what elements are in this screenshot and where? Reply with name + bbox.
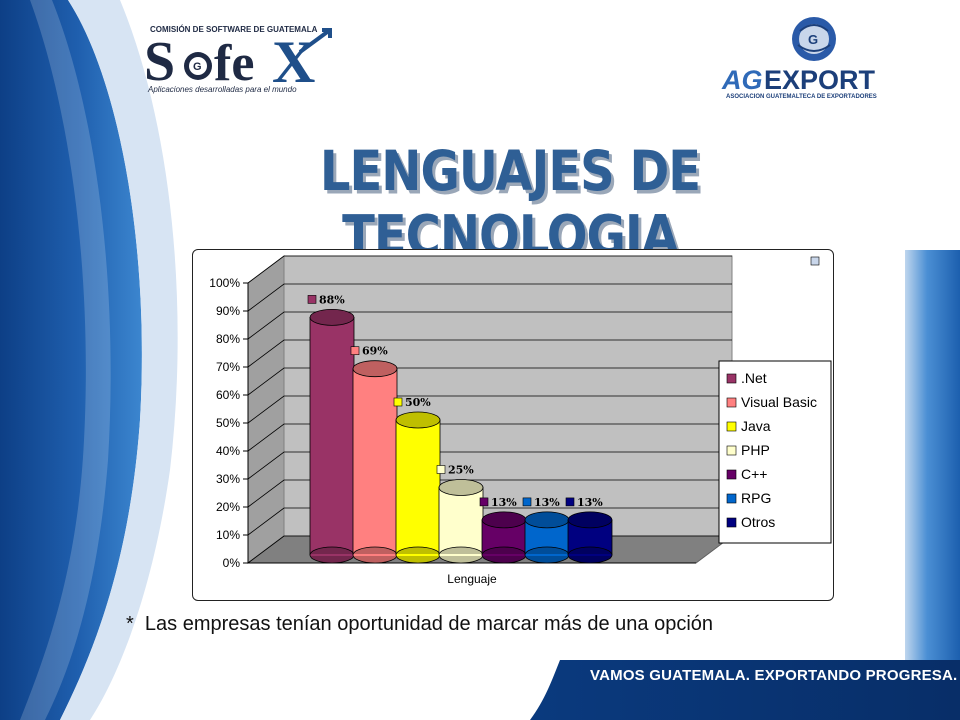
chart-bar-base-cover: [525, 554, 569, 556]
chart-bar: [438, 487, 484, 556]
sofex-logo-s: S: [144, 31, 175, 93]
chart-bar-base-cover: [396, 554, 440, 556]
slogan: VAMOS GUATEMALA. EXPORTANDO PROGRESA.: [590, 667, 958, 684]
chart-data-label-swatch: [350, 346, 360, 355]
sofex-logo: COMISIÓN DE SOFTWARE DE GUATEMALA S G fe…: [144, 25, 332, 95]
chart-bar-top: [309, 309, 355, 326]
chart-legend-swatch: [726, 517, 737, 528]
chart-legend-item: PHP: [741, 442, 770, 458]
chart-bar-base-cover: [310, 554, 354, 556]
chart-y-tick-label: 40%: [216, 444, 240, 458]
chart-legend-item: C++: [741, 466, 767, 482]
agexport-logo: G AG EXPORT ASOCIACION GUATEMALTECA DE E…: [721, 17, 877, 100]
chart-gridline: [247, 507, 732, 536]
chart-bar-base-cover: [353, 554, 397, 556]
sofex-logo-fe: fe: [214, 35, 254, 92]
chart-legend-swatch: [726, 445, 737, 456]
chart-legend-item: .Net: [741, 370, 767, 386]
chart-data-label: 13%: [577, 496, 603, 509]
agexport-logo-ag: AG: [721, 65, 763, 95]
chart-gridline: [247, 423, 732, 452]
chart-x-axis-label: Lenguaje: [447, 572, 497, 586]
left-swoosh-curve: [60, 0, 178, 720]
chart-marker-box: [810, 256, 820, 266]
bar-chart: 0% 10% 20% 30% 40% 50% 60% 70% 80% 90% 100% 88% 69% 5…: [209, 255, 832, 586]
chart-y-tick-label: 10%: [216, 528, 240, 542]
chart-bar: [309, 317, 355, 556]
chart-data-label: 13%: [534, 496, 560, 509]
chart-legend-item: Java: [741, 418, 771, 434]
chart-bar-top: [524, 511, 570, 529]
chart-data-label: 25%: [448, 464, 474, 477]
chart-data-label: 50%: [405, 396, 431, 409]
footnote: * Las empresas tenían oportunidad de mar…: [126, 613, 714, 635]
chart-gridline: [247, 339, 732, 368]
chart-bar: [352, 368, 398, 556]
chart-bar-top: [567, 511, 613, 529]
sofex-logo-x: X: [272, 29, 315, 95]
chart-y-tick-label: 60%: [216, 388, 240, 402]
chart-gridline: [247, 451, 732, 480]
chart-data-label-swatch: [393, 397, 403, 407]
chart-legend-swatch: [726, 421, 737, 432]
chart-data-label-swatch: [307, 295, 317, 304]
chart-y-tick-label: 100%: [209, 276, 240, 290]
svg-text:G: G: [808, 32, 818, 47]
chart-gridline: [247, 395, 732, 424]
chart-y-tick-label: 90%: [216, 304, 240, 318]
chart-gridline: [247, 479, 732, 508]
chart-data-label: 69%: [362, 345, 388, 358]
chart-gridline: [247, 283, 732, 312]
chart-bar-top: [352, 360, 398, 378]
chart-y-tick-label: 70%: [216, 360, 240, 374]
svg-text:G: G: [193, 61, 202, 73]
chart-legend-swatch: [726, 493, 737, 504]
chart-legend-swatch: [726, 397, 737, 408]
chart-gridline: [247, 367, 732, 396]
chart-bar-top: [481, 511, 527, 529]
left-swoosh: [0, 0, 142, 720]
chart-bar-base-cover: [568, 554, 612, 556]
chart-y-tick-label: 30%: [216, 472, 240, 486]
left-swoosh-highlight: [20, 0, 111, 720]
chart-bar-top: [438, 479, 484, 496]
chart-data-label-swatch: [436, 465, 446, 474]
chart-data-label-swatch: [479, 497, 489, 507]
chart-bar-top: [395, 411, 441, 429]
chart-bar-base-cover: [439, 554, 483, 556]
agexport-logo-export: EXPORT: [764, 65, 876, 95]
sofex-logo-top: COMISIÓN DE SOFTWARE DE GUATEMALA: [150, 25, 318, 34]
chart-y-tick-label: 80%: [216, 332, 240, 346]
chart-bar-base-cover: [482, 554, 526, 556]
chart-gridline: [247, 311, 732, 340]
chart-y-tick-label: 0%: [223, 556, 241, 570]
chart-data-label: 88%: [319, 293, 345, 306]
chart-legend-swatch: [726, 373, 737, 384]
chart-bar: [395, 419, 441, 556]
chart-data-label: 13%: [491, 496, 517, 509]
right-stripe: [905, 250, 960, 720]
chart-y-tick-label: 50%: [216, 416, 240, 430]
chart-data-label-swatch: [565, 497, 575, 507]
chart-legend-swatch: [726, 469, 737, 480]
sofex-logo-tagline: Aplicaciones desarrolladas para el mundo: [147, 85, 297, 94]
agexport-logo-tagline: ASOCIACION GUATEMALTECA DE EXPORTADORES: [726, 94, 877, 100]
chart-legend-item: Visual Basic: [741, 394, 817, 410]
chart-y-tick-label: 20%: [216, 500, 240, 514]
chart-legend: [718, 360, 832, 544]
chart-gridline: [247, 255, 732, 284]
bottom-band: [530, 660, 960, 720]
chart-legend-item: RPG: [741, 490, 771, 506]
chart-legend-item: Otros: [741, 514, 775, 530]
chart-data-label-swatch: [522, 497, 532, 507]
sofex-arrow-icon: [298, 28, 332, 54]
